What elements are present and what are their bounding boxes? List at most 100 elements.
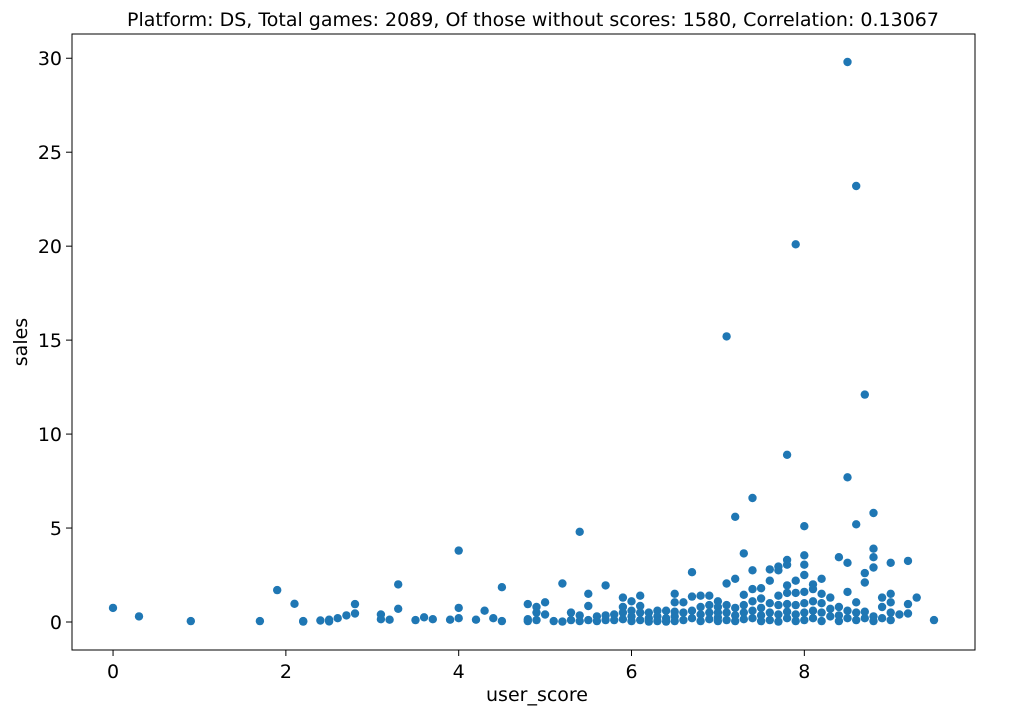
data-point <box>895 610 904 619</box>
data-point <box>765 576 774 585</box>
data-point <box>350 599 360 609</box>
data-point <box>886 615 895 625</box>
data-point <box>739 608 748 617</box>
data-point <box>774 617 783 626</box>
data-point <box>748 566 757 575</box>
data-point <box>774 566 783 575</box>
data-point <box>722 332 731 341</box>
data-point <box>748 584 757 594</box>
data-point <box>687 614 697 623</box>
data-point <box>886 608 895 617</box>
data-point <box>860 390 869 399</box>
data-point <box>808 606 818 615</box>
data-point <box>748 597 757 606</box>
data-point <box>843 473 852 482</box>
data-point <box>454 614 463 623</box>
data-point <box>670 598 679 607</box>
data-point <box>756 594 766 603</box>
data-point <box>869 563 878 572</box>
data-point <box>782 560 792 569</box>
data-point <box>592 616 602 626</box>
data-point <box>696 616 705 626</box>
data-point <box>748 606 757 615</box>
data-point <box>765 599 774 608</box>
data-point <box>756 616 766 626</box>
data-point <box>791 576 800 585</box>
data-point <box>722 579 731 588</box>
data-point <box>834 553 844 562</box>
x-tick-label: 0 <box>107 661 119 683</box>
data-point <box>748 614 757 623</box>
data-point <box>800 522 809 531</box>
data-point <box>610 615 619 625</box>
data-point <box>782 588 792 598</box>
data-point <box>324 617 334 626</box>
data-point <box>808 597 818 606</box>
data-point <box>774 591 783 600</box>
data-point <box>834 616 844 626</box>
data-point <box>566 608 576 617</box>
x-tick-label: 6 <box>625 661 637 683</box>
data-point <box>774 600 783 610</box>
data-point <box>782 614 792 623</box>
y-tick-label: 15 <box>38 330 62 352</box>
data-point <box>471 615 481 624</box>
y-tick-label: 5 <box>50 518 62 540</box>
data-point <box>800 599 809 608</box>
data-point <box>843 57 852 67</box>
data-point <box>627 597 636 606</box>
data-point <box>800 570 809 580</box>
data-point <box>601 581 610 590</box>
data-point <box>480 606 489 615</box>
y-tick-label: 30 <box>38 48 62 70</box>
data-point <box>782 581 792 590</box>
data-point <box>748 493 757 503</box>
data-point <box>342 611 351 620</box>
data-point <box>705 615 714 624</box>
y-axis-ticks: 0 5 10 15 20 25 30 <box>38 48 72 634</box>
data-point <box>791 610 800 619</box>
data-point <box>661 606 671 615</box>
data-point <box>739 615 748 624</box>
data-point <box>800 551 809 560</box>
data-point <box>636 591 645 600</box>
data-point <box>860 578 869 587</box>
x-axis-ticks: 0 2 4 6 8 <box>107 650 810 683</box>
data-point <box>817 608 826 617</box>
data-point <box>869 553 878 562</box>
data-point <box>782 607 792 616</box>
data-point <box>817 589 826 598</box>
x-tick-label: 4 <box>453 661 465 683</box>
data-point <box>731 574 740 583</box>
data-point <box>739 549 748 558</box>
data-point <box>523 599 532 609</box>
data-point <box>791 240 800 249</box>
chart-title: Platform: DS, Total games: 2089, Of thos… <box>127 9 939 31</box>
data-point <box>532 615 541 625</box>
data-point <box>722 608 731 617</box>
data-point <box>679 608 688 617</box>
data-point <box>731 616 740 626</box>
data-point <box>618 615 628 624</box>
data-point <box>800 587 809 597</box>
data-point <box>687 568 697 577</box>
data-point <box>661 617 671 626</box>
data-point <box>627 616 636 626</box>
data-point <box>394 604 403 613</box>
data-point <box>791 600 800 610</box>
data-point <box>644 617 653 626</box>
data-point <box>385 615 394 624</box>
data-point <box>782 599 792 609</box>
data-point <box>929 615 939 625</box>
data-point <box>765 608 774 617</box>
data-point <box>705 608 714 617</box>
data-point <box>903 556 913 566</box>
data-point <box>869 616 878 626</box>
data-point <box>722 615 731 625</box>
data-point <box>696 610 705 619</box>
data-point <box>497 583 507 592</box>
data-point <box>852 608 861 617</box>
data-point <box>903 609 913 618</box>
data-point <box>817 616 826 626</box>
data-point <box>843 606 852 615</box>
